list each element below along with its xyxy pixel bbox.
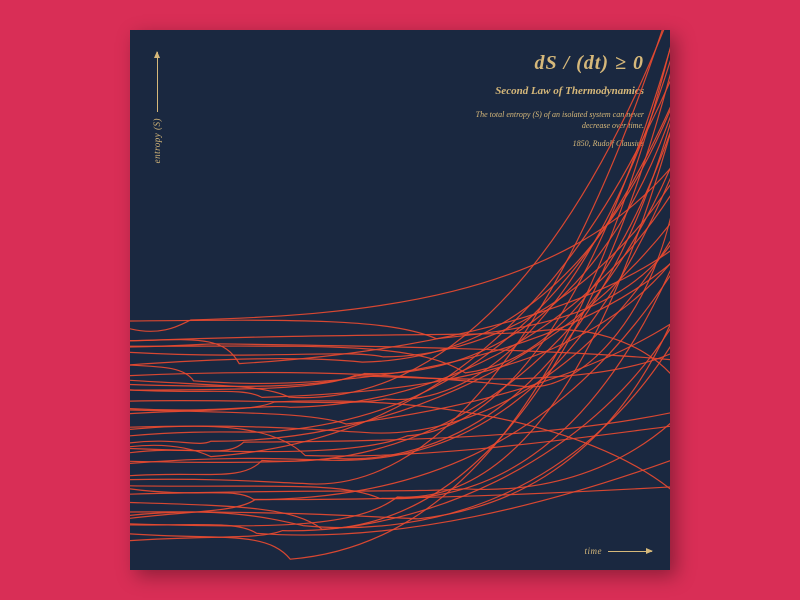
entropy-curve <box>130 341 670 528</box>
x-axis-label: time <box>585 546 603 556</box>
x-axis: time <box>585 546 653 556</box>
infographic-card: entropy (S) dS / (dt) ≥ 0 Second Law of … <box>130 30 670 570</box>
entropy-curve <box>130 401 670 492</box>
entropy-curve <box>130 120 670 526</box>
entropy-curves <box>130 30 670 570</box>
x-axis-arrow <box>608 551 652 552</box>
entropy-curve <box>130 262 670 498</box>
entropy-curve <box>130 170 670 464</box>
entropy-curve <box>130 160 670 476</box>
entropy-curve <box>130 49 670 403</box>
